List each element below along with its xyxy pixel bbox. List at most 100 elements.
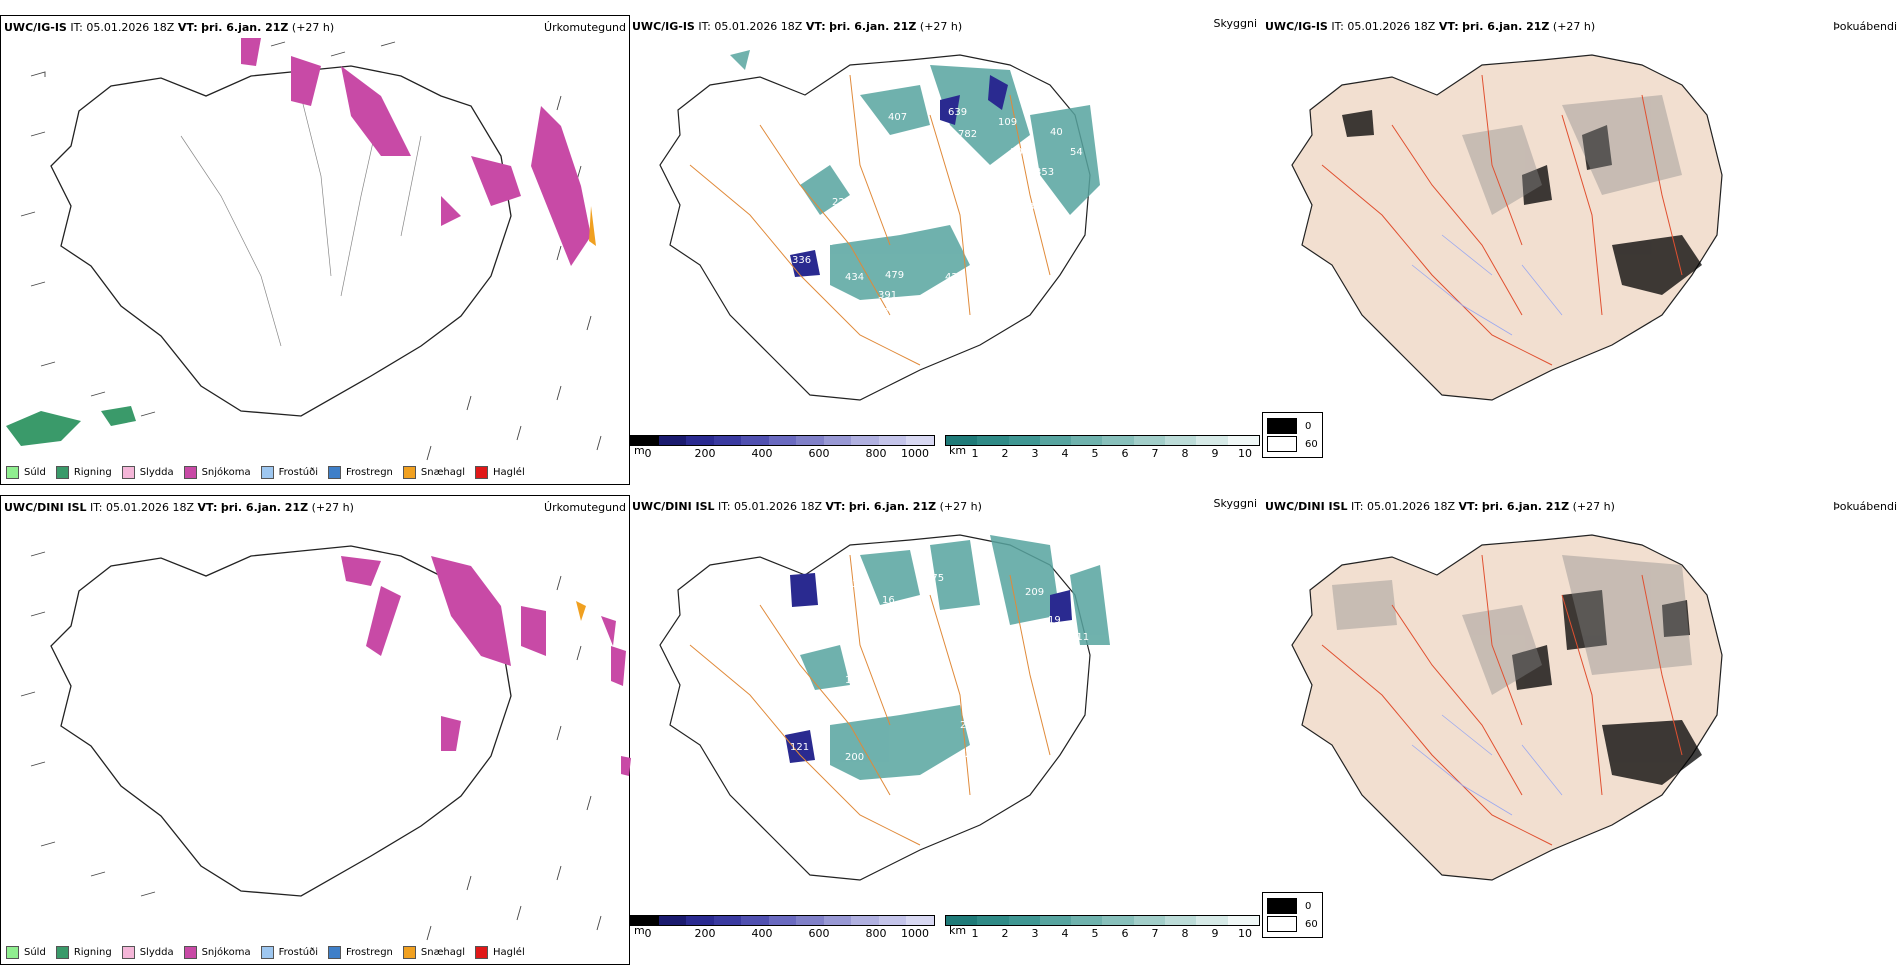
legend-label: Snæhagl bbox=[420, 947, 466, 958]
cloud-label: 434 bbox=[845, 272, 864, 283]
cloud-height-colorbar: m 0 200 400 600 800 1000 bbox=[630, 915, 935, 943]
legend-item: Súld bbox=[6, 946, 46, 959]
cloud-label: 33 bbox=[1060, 685, 1073, 696]
legend-label: Haglél bbox=[493, 947, 525, 958]
cloud-label: 121 bbox=[790, 742, 809, 753]
model-name: UWC/DINI ISL bbox=[1265, 500, 1348, 513]
cloud-label: 200 bbox=[845, 752, 864, 763]
cloud-label: 37 bbox=[1068, 665, 1081, 676]
tick: 6 bbox=[1121, 927, 1129, 940]
fog-shading bbox=[1332, 555, 1692, 695]
legend-label: Slydda bbox=[139, 947, 174, 958]
panel-title: UWC/DINI ISL IT: 05.01.2026 18Z VT: þri.… bbox=[1265, 500, 1615, 513]
legend-swatch bbox=[402, 466, 416, 479]
cloud-height-labels: 407 639 782 109 10 40 33 353 368 54 222 … bbox=[792, 107, 1083, 318]
tick: 200 bbox=[694, 927, 716, 940]
legend-item: Frostúði bbox=[260, 466, 318, 479]
cloud-label: 353 bbox=[1035, 167, 1054, 178]
legend-swatch bbox=[121, 466, 135, 479]
tick: 200 bbox=[694, 447, 716, 460]
tick: 5 bbox=[1091, 447, 1099, 460]
wind-barbs bbox=[20, 551, 602, 941]
tick: 10 bbox=[1238, 927, 1252, 940]
tick: 1000 bbox=[901, 447, 929, 460]
legend-swatch bbox=[6, 946, 19, 959]
vt-label: VT: bbox=[197, 501, 218, 514]
tick: 800 bbox=[865, 927, 887, 940]
legend-item: Haglél bbox=[475, 466, 525, 479]
cloud-label: 280 bbox=[876, 307, 895, 318]
iceland-outline bbox=[50, 545, 512, 897]
legend-item: Súld bbox=[6, 466, 46, 479]
model-name: UWC/DINI ISL bbox=[4, 501, 87, 514]
panel-name: Þokuábendi bbox=[1833, 500, 1897, 513]
tick: 3 bbox=[1031, 927, 1039, 940]
wind-barbs bbox=[20, 41, 602, 461]
fog-swatch bbox=[1267, 436, 1297, 452]
cloud-label: 319 bbox=[945, 765, 964, 776]
precip-legend: Súld Rigning Slydda Snjókoma Frostúði Fr… bbox=[6, 466, 525, 479]
iceland-outline bbox=[659, 534, 1091, 881]
legend-swatch bbox=[55, 466, 69, 479]
tick: 1 bbox=[971, 447, 979, 460]
visibility-ticks: 1 2 3 4 5 6 7 8 9 10 bbox=[945, 926, 1260, 940]
legend-item: Rigning bbox=[55, 466, 112, 479]
visibility-unit: km bbox=[949, 924, 967, 937]
tick: 4 bbox=[1061, 927, 1069, 940]
cloud-label: 782 bbox=[958, 129, 977, 140]
model-name: UWC/IG-IS bbox=[4, 21, 67, 34]
vt-value: þri. 6.jan. 21Z bbox=[848, 500, 937, 513]
fog-swatch bbox=[1267, 898, 1297, 914]
visibility-map-2: 358 16 375 213 209 734 838 19 211 276 37… bbox=[659, 534, 1110, 881]
it-label: IT: bbox=[1351, 500, 1364, 513]
cloud-height-ticks: 0 200 400 600 800 1000 bbox=[630, 926, 935, 940]
lead-time: (+27 h) bbox=[291, 21, 335, 34]
cloud-label: 639 bbox=[948, 107, 967, 118]
legend-item: Snjókoma bbox=[183, 466, 251, 479]
legend-item: Snæhagl bbox=[402, 946, 466, 959]
cloud-label: 358 bbox=[852, 579, 871, 590]
cloud-label: 54 bbox=[1070, 147, 1083, 158]
cloud-height-colorbar: m 0 200 400 600 800 1000 bbox=[630, 435, 935, 463]
cloud-label: 407 bbox=[888, 112, 907, 123]
it-value: 05.01.2026 18Z bbox=[1367, 500, 1456, 513]
visibility-ticks: 1 2 3 4 5 6 7 8 9 10 bbox=[945, 446, 1260, 460]
tick: 1 bbox=[971, 927, 979, 940]
panel-name: Úrkomutegund bbox=[544, 21, 626, 34]
it-value: 05.01.2026 18Z bbox=[1347, 20, 1436, 33]
tick: 9 bbox=[1211, 447, 1219, 460]
legend-swatch bbox=[260, 946, 274, 959]
cloud-label: 838 bbox=[972, 633, 991, 644]
cloud-label: 375 bbox=[925, 573, 944, 584]
legend-label: Frostúði bbox=[278, 467, 318, 478]
legend-label: Súld bbox=[24, 467, 46, 478]
fog-map-1 bbox=[1291, 54, 1723, 401]
tick: 1000 bbox=[901, 927, 929, 940]
legend-label: Snjókoma bbox=[201, 467, 251, 478]
vt-label: VT: bbox=[825, 500, 846, 513]
legend-label: Frostregn bbox=[346, 947, 393, 958]
iceland-outline bbox=[1291, 54, 1723, 401]
legend-label: Rigning bbox=[73, 467, 112, 478]
cloud-label: 336 bbox=[792, 255, 811, 266]
cloud-label: 734 bbox=[968, 617, 987, 628]
visibility-panel-1: 407 639 782 109 10 40 33 353 368 54 222 … bbox=[630, 15, 1260, 485]
roads bbox=[1321, 74, 1683, 366]
cloud-label: 211 bbox=[1070, 632, 1089, 643]
it-label: IT: bbox=[1331, 20, 1344, 33]
cloud-label: 222 bbox=[832, 197, 851, 208]
fog-legend-item: 0 bbox=[1267, 417, 1318, 435]
cloud-label: 241 bbox=[890, 782, 909, 793]
low-cloud-areas bbox=[790, 75, 1008, 277]
cloud-label: 391 bbox=[878, 290, 897, 301]
tick: 800 bbox=[865, 447, 887, 460]
vt-value: þri. 6.jan. 21Z bbox=[1481, 500, 1570, 513]
legend-label: Rigning bbox=[73, 947, 112, 958]
fog-legend: 0 60 bbox=[1262, 892, 1323, 938]
rivers bbox=[1411, 234, 1563, 336]
it-label: IT: bbox=[718, 500, 731, 513]
low-cloud-areas bbox=[785, 573, 1072, 763]
legend-label: Frostúði bbox=[278, 947, 318, 958]
fog-swatch bbox=[1267, 418, 1297, 434]
lead-time: (+27 h) bbox=[919, 20, 963, 33]
